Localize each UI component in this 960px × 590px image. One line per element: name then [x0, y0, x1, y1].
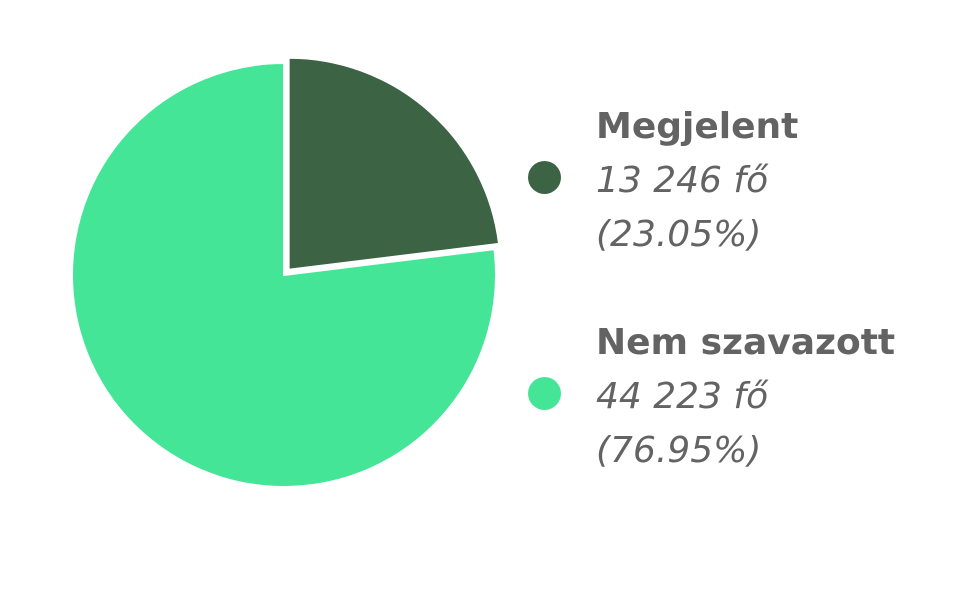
pie-slice-megjelent	[287, 56, 501, 271]
legend-marker-megjelent	[528, 161, 561, 194]
legend-marker-nem-szavazott	[528, 377, 561, 410]
legend-text-nem-szavazott: Nem szavazott 44 223 fő (76.95%)	[596, 316, 895, 478]
legend-percent: (76.95%)	[596, 430, 762, 471]
legend-label: Megjelent	[596, 106, 799, 147]
legend-text-megjelent: Megjelent 13 246 fő (23.05%)	[596, 100, 798, 262]
pie-chart	[71, 56, 501, 488]
legend-count: 13 246 fő	[596, 160, 769, 201]
legend-label: Nem szavazott	[596, 322, 896, 363]
pie-slice-nem-szavazott	[71, 61, 497, 488]
pie-slices	[71, 56, 501, 488]
legend-percent: (23.05%)	[596, 214, 762, 255]
legend-count: 44 223 fő	[596, 376, 769, 417]
